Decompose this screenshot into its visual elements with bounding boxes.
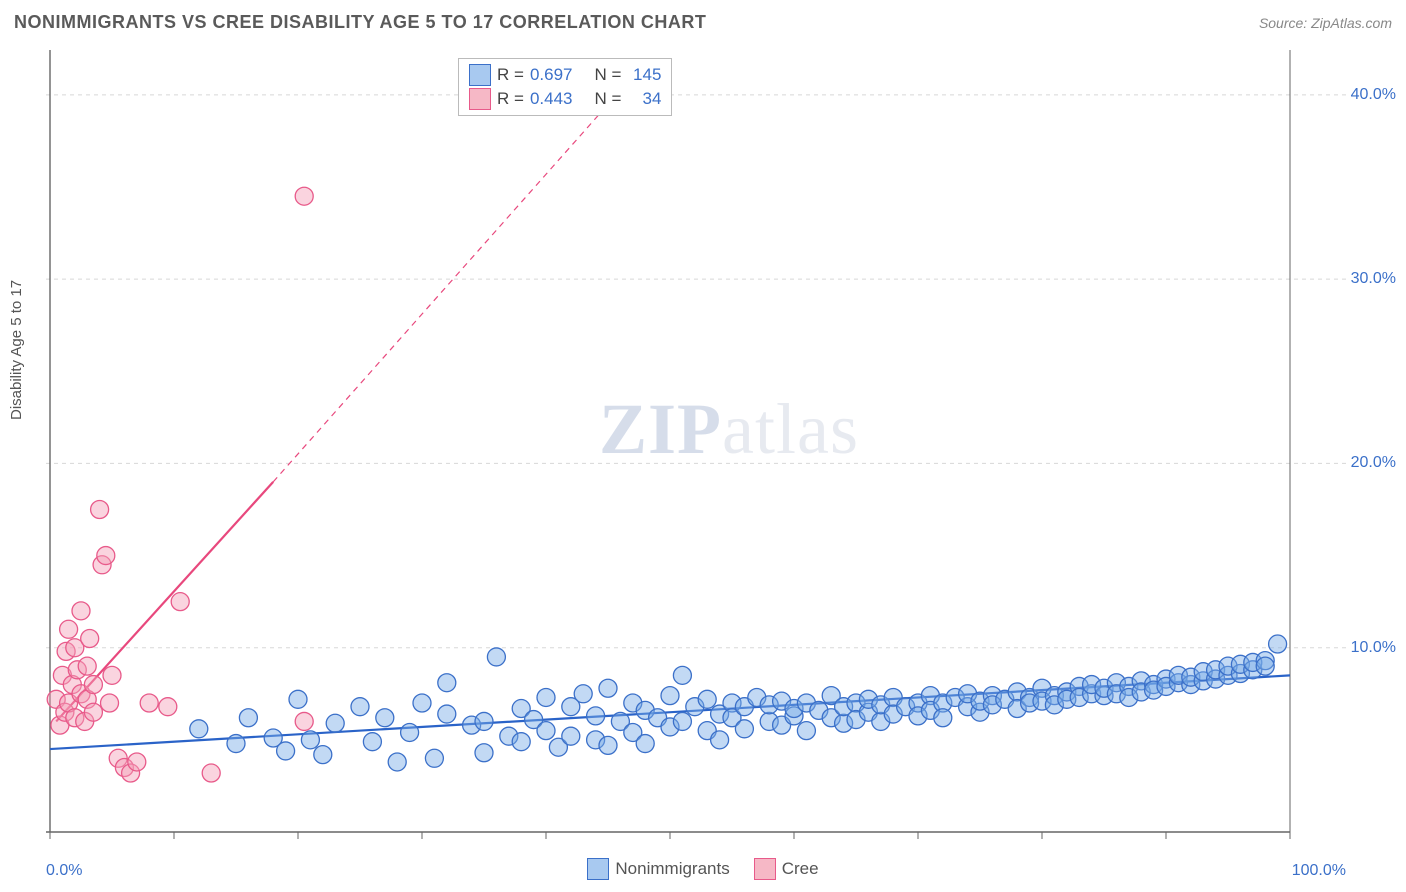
n-label: N =	[594, 89, 621, 109]
scatter-plot	[46, 50, 1346, 840]
n-value: 34	[627, 89, 661, 109]
legend-swatch	[754, 858, 776, 880]
source-label: Source: ZipAtlas.com	[1259, 15, 1392, 31]
y-axis-label: Disability Age 5 to 17	[8, 280, 25, 420]
n-value: 145	[627, 65, 661, 85]
r-label: R =	[497, 65, 524, 85]
stats-legend-row: R = 0.443 N = 34	[469, 87, 661, 111]
series-name: Cree	[782, 859, 819, 879]
chart-title: NONIMMIGRANTS VS CREE DISABILITY AGE 5 T…	[14, 12, 706, 33]
legend-swatch	[469, 64, 491, 86]
series-legend: Nonimmigrants Cree	[0, 858, 1406, 880]
legend-swatch	[469, 88, 491, 110]
legend-swatch	[587, 858, 609, 880]
n-label: N =	[594, 65, 621, 85]
series-name: Nonimmigrants	[615, 859, 729, 879]
y-tick: 30.0%	[1351, 270, 1396, 288]
y-tick: 10.0%	[1351, 639, 1396, 657]
r-value: 0.697	[530, 65, 573, 85]
y-tick: 20.0%	[1351, 454, 1396, 472]
series-legend-item: Nonimmigrants	[587, 858, 729, 880]
r-label: R =	[497, 89, 524, 109]
r-value: 0.443	[530, 89, 573, 109]
series-legend-item: Cree	[754, 858, 819, 880]
stats-legend: R = 0.697 N = 145 R = 0.443 N = 34	[458, 58, 672, 116]
y-tick: 40.0%	[1351, 86, 1396, 104]
stats-legend-row: R = 0.697 N = 145	[469, 63, 661, 87]
